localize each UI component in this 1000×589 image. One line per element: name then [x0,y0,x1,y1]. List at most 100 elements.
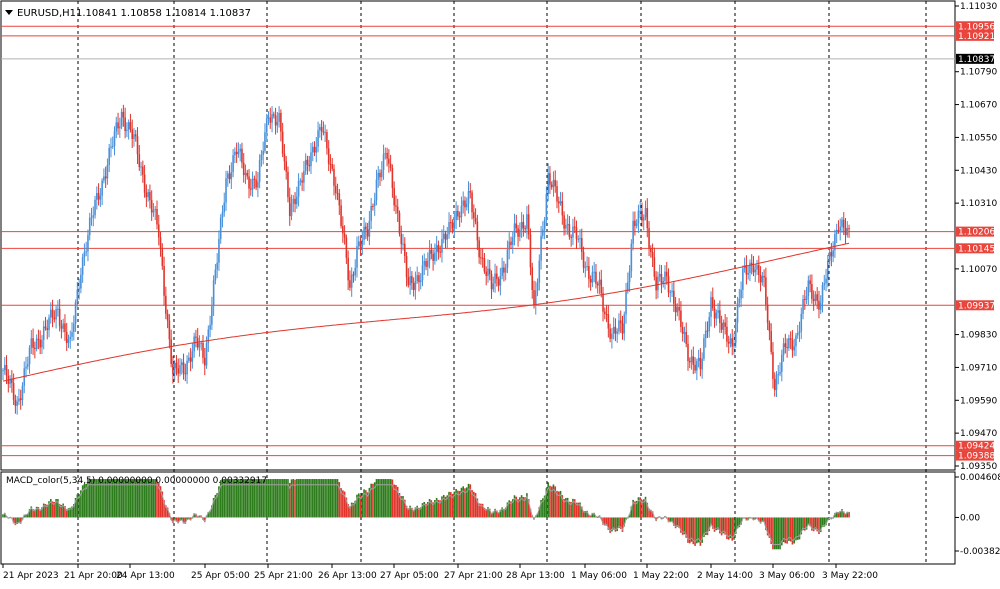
candle-body [398,212,401,234]
macd-bar [681,517,684,535]
candle-body [534,290,537,305]
candle-body [688,361,691,363]
macd-bar [55,499,57,518]
macd-bar [403,499,406,518]
candle-body [761,275,764,283]
macd-bar [465,487,468,518]
macd-bar [71,506,73,518]
candle-body [246,172,249,177]
candle-body [572,226,574,238]
time-tick-label: 21 Apr 2023 [3,571,59,581]
candle-body [202,342,204,358]
macd-bar [228,479,231,518]
candle-body [380,169,383,178]
macd-bar [639,497,641,518]
candle-body [621,323,624,334]
candle-body [432,253,434,261]
macd-bar [736,517,739,529]
macd-bar [108,479,110,518]
macd-bar [278,479,280,518]
macd-bar [409,505,411,518]
candle-body [34,347,36,350]
candle-body [657,276,659,291]
price-tick-label: 1.10070 [960,265,997,275]
macd-bar [442,494,445,518]
horizontal-levels[interactable] [1,25,955,457]
macd-bar [519,497,521,518]
dropdown-arrow-icon[interactable] [5,10,13,15]
candle-body [473,212,475,219]
candle-body [724,322,726,327]
candle-body [265,118,268,133]
macd-bar [781,517,783,546]
macd-bar [260,479,263,518]
candle-body [327,148,330,164]
candle-body [630,243,633,272]
macd-bar [770,517,772,545]
candle-body [416,275,418,282]
macd-bar [152,479,155,518]
candle-body [16,401,18,406]
macd-bar [69,507,72,518]
macd-bar [782,517,785,543]
candle-body [402,243,404,245]
macd-bar [366,492,369,518]
candle-body [117,122,119,129]
candle-body [485,271,488,276]
macd-bar [198,515,201,518]
macd-bar [37,507,40,518]
candle-body [612,326,615,334]
macd-bar [729,517,732,539]
macd-bar [372,483,374,518]
macd-bar [604,517,606,526]
macd-bar [676,517,679,527]
macd-bar [281,479,284,518]
macd-bar [795,517,797,541]
macd-bar [311,479,314,518]
candle-body [642,217,645,221]
candle-body [203,357,206,366]
macd-bar [545,488,548,518]
candle-body [377,172,380,180]
macd-tick-label: 0.00 [960,513,980,523]
level-tag-label: 1.09424 [958,442,995,452]
candle-body [285,161,287,172]
macd-bar [761,517,764,522]
macd-bar [428,498,431,518]
candle-body [542,229,544,236]
macd-bar [373,482,376,518]
price-tick-label: 1.10430 [960,166,997,176]
candle-body [453,220,456,229]
candle-body [2,370,4,372]
candle-body [131,129,134,139]
candle-body [439,251,441,253]
macd-bar [119,479,121,518]
candle-body [492,283,495,290]
macd-bar [444,496,447,518]
macd-bar [90,479,93,518]
macd-bar [331,479,334,518]
macd-bar [455,488,457,518]
macd-bar [87,479,89,518]
macd-bar [391,479,394,518]
candle-body [37,338,40,340]
macd-bar [773,517,776,550]
candle-body [726,326,728,342]
macd-bar [265,479,268,518]
macd-bar [483,507,486,518]
candle-body [26,364,29,367]
candle-body [301,180,303,183]
candle-body [511,237,514,246]
candle-body [223,202,226,213]
macd-bar [42,503,45,518]
candle-body [296,196,298,205]
candle-body [480,257,482,259]
candle-body [322,131,325,133]
candle-body [334,185,337,193]
macd-bar [18,517,20,524]
candle-body [628,271,631,283]
time-tick-label: 26 Apr 13:00 [318,571,377,581]
candle-body [823,283,826,286]
